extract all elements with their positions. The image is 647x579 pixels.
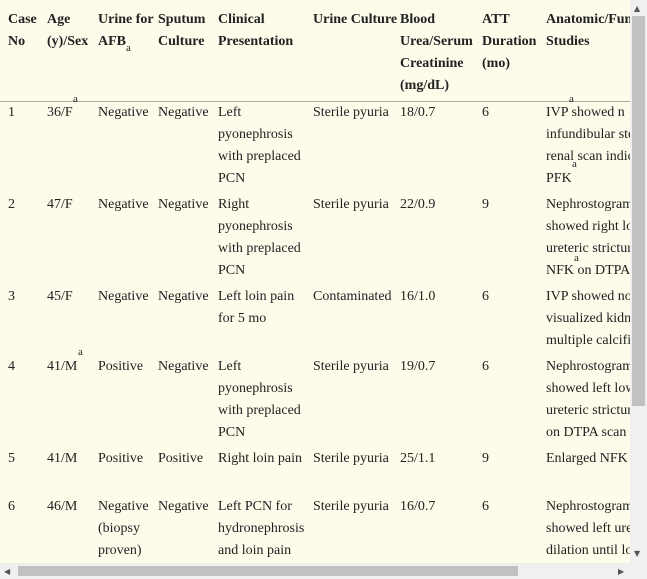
table-cell: Sterile pyuria: [313, 451, 389, 466]
header-cell: Clinical Presentation: [218, 12, 294, 49]
table-cell: Nephrostogram showed right lo ureteric s…: [546, 197, 630, 278]
scroll-right[interactable]: ▶: [618, 567, 625, 576]
table-cell: 2: [8, 197, 15, 212]
table-cell: Negative: [98, 197, 149, 212]
table-cell: 4: [8, 359, 15, 374]
header-cell: Anatomic/Fun Studies: [546, 12, 630, 49]
table-cell: Sterile pyuria: [313, 359, 389, 374]
table-view: Case No Age (y)/Sex Urine for AFB Sputum Cu…: [0, 0, 630, 563]
table-cell: 6: [482, 289, 489, 304]
table-cell: 41/M: [47, 359, 78, 374]
footnote-mark: a: [572, 158, 577, 170]
table-cell: 9: [482, 197, 489, 212]
table-cell: 5: [8, 451, 15, 466]
table-cell: Negative: [158, 105, 209, 120]
header-rule: [0, 101, 630, 102]
header-cell: Urine for AFB: [98, 12, 154, 49]
table-cell: Negative: [98, 289, 149, 304]
footnote-mark: a: [126, 42, 131, 54]
table-cell: Sterile pyuria: [313, 197, 389, 212]
header-cell: Urine Culture: [313, 12, 398, 27]
table-cell: Left pyonephrosis with preplaced PCN: [218, 105, 301, 186]
table-cell: 1: [8, 105, 15, 120]
header-cell: Sputum Culture: [158, 12, 206, 49]
table-cell: Negative: [158, 197, 209, 212]
table-cell: 6: [482, 105, 489, 120]
table-cell: 41/M: [47, 451, 78, 466]
footnote-mark: a: [569, 93, 574, 105]
footnote-mark: a: [574, 252, 579, 264]
table-cell: Sterile pyuria: [313, 105, 389, 120]
table-cell: Left pyonephrosis with preplaced PCN: [218, 359, 301, 440]
table-cell: Nephrostogram showed left ure dilation u…: [546, 499, 630, 558]
scroll-up[interactable]: ▲: [634, 4, 641, 13]
table-cell: Negative: [98, 105, 149, 120]
table-cell: Negative: [158, 359, 209, 374]
table-cell: Contaminated: [313, 289, 392, 304]
header-cell: Age (y)/Sex: [47, 12, 89, 49]
table-cell: 9: [482, 451, 489, 466]
table-cell: 16/1.0: [400, 289, 436, 304]
table-cell: Right pyonephrosis with preplaced PCN: [218, 197, 301, 278]
table-cell: Negative: [158, 289, 209, 304]
table-cell: Sterile pyuria: [313, 499, 389, 514]
table-cell: 36/F: [47, 105, 73, 120]
table-cell: 25/1.1: [400, 451, 436, 466]
table-cell: 6: [482, 499, 489, 514]
table-cell: Positive: [98, 359, 144, 374]
table-cell: 6: [482, 359, 489, 374]
table-cell: 19/0.7: [400, 359, 436, 374]
footnote-mark: a: [78, 346, 83, 358]
table-cell: Negative: [158, 499, 209, 514]
horizontal-scroll-thumb[interactable]: [18, 566, 518, 576]
header-cell: ATT Duration (mo): [482, 12, 537, 71]
table-cell: 3: [8, 289, 15, 304]
table-cell: 6: [8, 499, 15, 514]
table-cell: Positive: [158, 451, 204, 466]
table-cell: IVP showed n infundibular ste renal scan…: [546, 105, 630, 186]
table-cell: 45/F: [47, 289, 73, 304]
footnote-mark: a: [73, 93, 78, 105]
table-cell: 47/F: [47, 197, 73, 212]
table-cell: Positive: [98, 451, 144, 466]
vertical-scroll-thumb[interactable]: [632, 16, 645, 406]
table-cell: Nephrostogram showed left low ureteric s…: [546, 359, 630, 440]
table-cell: Left PCN for hydronephrosis and loin pai…: [218, 499, 305, 558]
scroll-down[interactable]: ▼: [634, 549, 641, 558]
scroll-left[interactable]: ◀: [4, 567, 11, 576]
table-cell: Enlarged NFK: [546, 451, 628, 466]
header-cell: Case No: [8, 12, 37, 49]
header-cell: Blood Urea/Serum Creatinine (mg/dL): [400, 12, 473, 93]
table-cell: Left loin pain for 5 mo: [218, 289, 295, 326]
table-cell: 16/0.7: [400, 499, 436, 514]
table-cell: Right loin pain: [218, 451, 302, 466]
table-cell: IVP showed no visualized kidn multiple c…: [546, 289, 630, 348]
table-cell: Negative (biopsy proven): [98, 499, 149, 558]
table-cell: 18/0.7: [400, 105, 436, 120]
table-cell: 22/0.9: [400, 197, 436, 212]
table-cell: 46/M: [47, 499, 78, 514]
